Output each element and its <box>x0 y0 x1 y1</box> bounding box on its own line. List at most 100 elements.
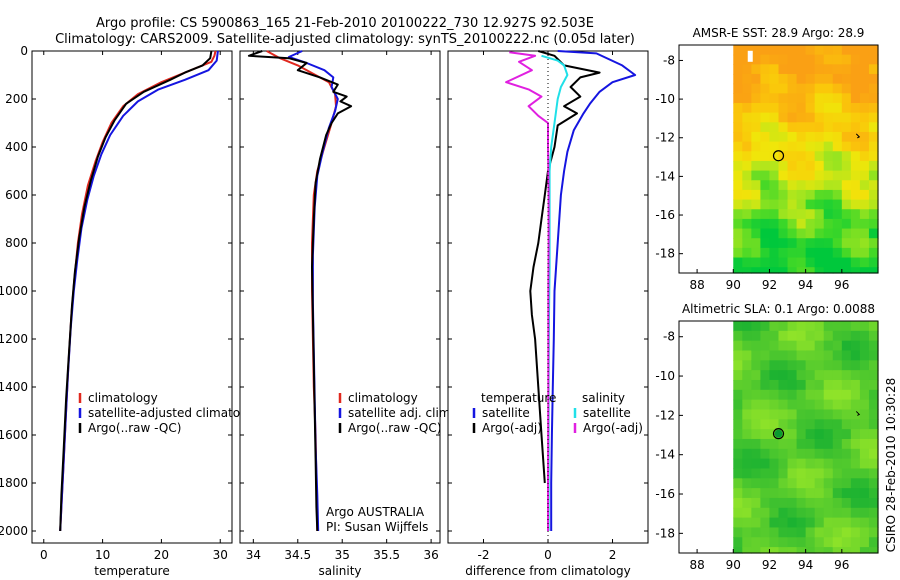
sst_map-cell <box>769 54 780 65</box>
sst_map-cell <box>769 199 780 210</box>
sla_map-cell <box>841 517 852 529</box>
sst_map-cell <box>769 209 780 220</box>
sst_map-cell <box>850 141 861 152</box>
sst_map-cell <box>823 151 834 162</box>
sla_map-cell <box>850 517 861 529</box>
sla_map-cell <box>742 321 752 332</box>
sst_map-cell <box>742 122 752 133</box>
sla_map-cell <box>850 321 861 332</box>
sla_map-cell <box>841 389 852 401</box>
sla_map-cell <box>787 438 798 450</box>
sst_map-cell <box>841 45 852 56</box>
sst_map-cell <box>778 54 789 65</box>
sst_map-cell <box>733 151 743 162</box>
sla_map-cell <box>868 360 879 371</box>
sst_map-cell <box>841 151 852 162</box>
sst_map-cell <box>823 45 834 56</box>
sla_map-cell <box>769 547 780 554</box>
sla_map-cell <box>868 507 879 519</box>
sla_map-cell <box>760 448 771 460</box>
difference-salinity-legend-label: Argo(-adj) <box>583 421 643 435</box>
sla_map-cell <box>760 370 771 381</box>
difference-salinity-legend-label: satellite <box>583 406 631 420</box>
sst_map-cell <box>796 151 807 162</box>
sst_map-cell <box>832 267 843 274</box>
sst_map-cell <box>733 73 743 85</box>
sst_map-ytick-label: -14 <box>655 169 675 183</box>
sla_map-cell <box>769 497 780 509</box>
sla_map-cell <box>742 547 752 554</box>
sst_map-cell <box>796 64 807 75</box>
sla_map-ytick-label: -16 <box>655 487 675 501</box>
temperature-legend-label: Argo(..raw -QC) <box>88 421 181 435</box>
sla_map-cell <box>778 340 789 352</box>
sst_map-cell <box>859 45 870 56</box>
sla_map-cell <box>787 497 798 509</box>
sla_map-cell <box>760 330 771 342</box>
sst_map-cell <box>832 83 843 94</box>
sla_map-frame <box>678 320 879 554</box>
sla_map-cell <box>832 409 843 420</box>
sst_map-cell <box>868 141 879 152</box>
sla_map-cell <box>760 488 771 499</box>
sst_map-cell <box>841 131 852 143</box>
sla_map-cell <box>805 547 816 554</box>
sla_map-cell <box>760 321 771 332</box>
sla_map-cell <box>859 448 870 460</box>
sst_map-cell <box>751 54 762 65</box>
side-stamp: CSIRO 28-Feb-2010 10:30:28 <box>884 378 898 553</box>
sst_map-cell <box>805 93 816 104</box>
sla_map-cell <box>778 330 789 342</box>
sst_map-cell <box>868 131 879 143</box>
sla_map-cell <box>868 419 879 430</box>
difference-xtick-label: 2 <box>609 548 617 562</box>
sst_map-cell <box>760 189 771 201</box>
sst_map-cell <box>814 170 825 181</box>
sla_map-cell <box>850 507 861 519</box>
sla_map-cell <box>850 468 861 479</box>
sst_map-cell <box>796 189 807 201</box>
sst_map-cell <box>841 122 852 133</box>
salinity-xtick-label: 35 <box>335 548 350 562</box>
sst_map-cell <box>868 180 879 191</box>
sst_map-cell <box>760 257 771 268</box>
sla_map-cell <box>760 507 771 519</box>
sst_map-cell <box>796 141 807 152</box>
sla_map-cell <box>742 389 752 401</box>
depth-tick-label: 2000 <box>0 524 28 538</box>
sst_map-cell <box>868 199 879 210</box>
sst_map-cell <box>787 199 798 210</box>
sla_map-cell <box>760 409 771 420</box>
sst_map-cell <box>868 54 879 65</box>
sst_map-cell <box>796 218 807 230</box>
sla_map-cell <box>859 458 870 470</box>
sla_map-cell <box>805 330 816 342</box>
sla_map-ytick-label: -10 <box>655 369 675 383</box>
sst_map-cell <box>814 131 825 143</box>
sst_map-cell <box>841 93 852 104</box>
sla_map-cell <box>742 350 752 361</box>
sla_map-cell <box>742 330 752 342</box>
sla_map-cell <box>796 389 807 401</box>
sst_map-cell <box>814 247 825 259</box>
sla_map-cell <box>850 360 861 371</box>
sst_map-cell <box>805 267 816 274</box>
sla_map-cell <box>850 340 861 352</box>
sla_map-cell <box>868 389 879 401</box>
sst_map-cell <box>760 64 771 75</box>
temperature-legend-label: climatology <box>88 391 158 405</box>
sla_map-cell <box>760 389 771 401</box>
sst_map-cell <box>733 228 743 239</box>
sla_map-cell <box>796 350 807 361</box>
sla_map-cell <box>814 350 825 361</box>
sla_map-cell <box>850 399 861 411</box>
sla_map-xtick-label: 90 <box>726 558 741 572</box>
sla_map-cell <box>859 497 870 509</box>
sst_map-cell <box>742 209 752 220</box>
sst_map-cell <box>751 180 762 191</box>
sla_map-cell <box>796 497 807 509</box>
sla_map-cell <box>733 419 743 430</box>
sst_map-cell <box>778 218 789 230</box>
sst_map-cell <box>751 151 762 162</box>
sla_map-cell <box>859 488 870 499</box>
